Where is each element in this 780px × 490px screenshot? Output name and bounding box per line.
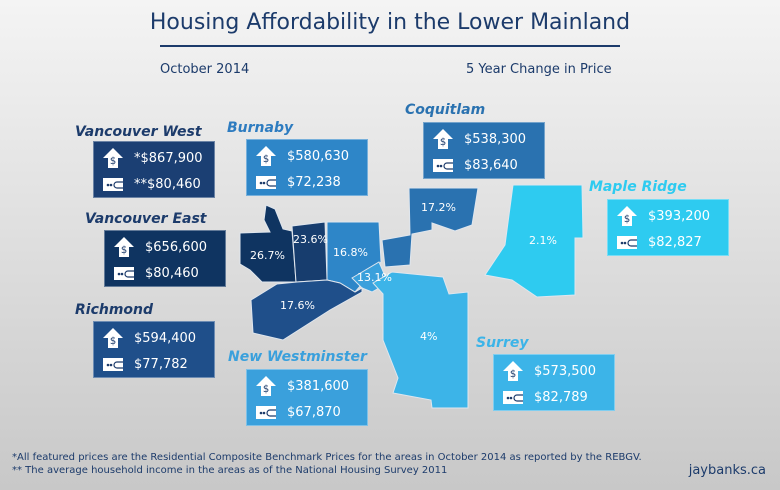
house-dollar-icon — [502, 360, 524, 382]
income-value: $83,640 — [464, 157, 518, 173]
change-maple-ridge: 2.1% — [529, 234, 557, 247]
change-richmond: 17.6% — [280, 299, 315, 312]
region-surrey — [372, 271, 469, 409]
info-box-coquitlam: $538,300 $83,640 — [423, 122, 545, 179]
area-name-vancouver-east: Vancouver East — [85, 211, 207, 227]
region-vancouver-east — [291, 221, 328, 283]
region-maple-ridge — [484, 184, 584, 298]
info-box-maple-ridge: $393,200 $82,827 — [607, 199, 729, 256]
area-name-burnaby: Burnaby — [227, 120, 294, 136]
footnote-income: ** The average household income in the a… — [12, 465, 448, 476]
house-dollar-icon — [616, 205, 638, 227]
area-name-maple-ridge: Maple Ridge — [589, 179, 687, 195]
info-box-surrey: $573,500 $82,789 — [493, 354, 615, 411]
title-divider — [160, 45, 620, 47]
wallet-icon — [102, 173, 124, 195]
area-name-new-westminster: New Westminster — [228, 349, 367, 365]
house-dollar-icon — [255, 145, 277, 167]
wallet-icon — [616, 231, 638, 253]
change-burnaby: 16.8% — [333, 246, 368, 259]
area-name-coquitlam: Coquitlam — [405, 102, 486, 118]
region-vancouver-west — [239, 204, 297, 283]
price-value: $538,300 — [464, 131, 527, 147]
change-new-westminster: 13.1% — [357, 271, 392, 284]
wallet-icon — [102, 353, 124, 375]
price-value: $573,500 — [534, 363, 597, 379]
income-value: $67,870 — [287, 404, 341, 420]
change-vancouver-east: 23.6% — [293, 233, 328, 246]
area-name-surrey: Surrey — [476, 335, 529, 351]
house-dollar-icon — [113, 236, 135, 258]
house-dollar-icon — [102, 147, 124, 169]
price-value: $393,200 — [648, 208, 711, 224]
income-value: $80,460 — [145, 265, 199, 281]
change-coquitlam: 17.2% — [421, 201, 456, 214]
wallet-icon — [432, 154, 454, 176]
price-value: $580,630 — [287, 148, 350, 164]
price-value: $381,600 — [287, 378, 350, 394]
info-box-burnaby: $580,630 $72,238 — [246, 139, 368, 196]
change-vancouver-west: 26.7% — [250, 249, 285, 262]
house-dollar-icon — [102, 327, 124, 349]
wallet-icon — [502, 386, 524, 408]
date-label: October 2014 — [160, 62, 250, 77]
info-box-vancouver-east: $656,600 $80,460 — [104, 230, 226, 287]
price-value: $656,600 — [145, 239, 208, 255]
area-name-vancouver-west: Vancouver West — [75, 124, 202, 140]
change-surrey: 4% — [420, 330, 437, 343]
area-name-richmond: Richmond — [75, 302, 154, 318]
house-dollar-icon — [432, 128, 454, 150]
wallet-icon — [255, 401, 277, 423]
footnote-prices: *All featured prices are the Residential… — [12, 452, 642, 463]
region-richmond — [250, 279, 363, 341]
page-title: Housing Affordability in the Lower Mainl… — [149, 10, 631, 35]
wallet-icon — [255, 171, 277, 193]
price-value: $594,400 — [134, 330, 197, 346]
income-value: $77,782 — [134, 356, 188, 372]
info-box-richmond: $594,400 $77,782 — [93, 321, 215, 378]
wallet-icon — [113, 262, 135, 284]
change-label: 5 Year Change in Price — [466, 62, 612, 77]
info-box-new-westminster: $381,600 $67,870 — [246, 369, 368, 426]
region-coquitlam — [381, 187, 479, 268]
income-value: $72,238 — [287, 174, 341, 190]
brand-link[interactable]: jaybanks.ca — [688, 463, 766, 478]
info-box-vancouver-west: *$867,900 **$80,460 — [93, 141, 215, 198]
house-dollar-icon — [255, 375, 277, 397]
income-value: **$80,460 — [134, 176, 201, 192]
price-value: *$867,900 — [134, 150, 203, 166]
income-value: $82,827 — [648, 234, 702, 250]
income-value: $82,789 — [534, 389, 588, 405]
